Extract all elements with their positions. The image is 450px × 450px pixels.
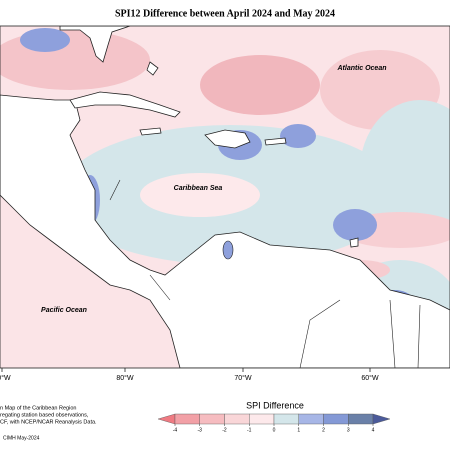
footnote-line: regating station based observations, [0,412,89,418]
colorbar-tick-label: 2 [322,427,325,433]
footnote-line: CF, with NCEP/NCAR Reanalysis Data. [0,419,97,425]
colorbar-bin [273,413,299,425]
colorbar-tick-label: 3 [347,427,350,433]
colorbar-tick-label: -2 [222,427,227,433]
colorbar-end [157,413,176,425]
longitude-label: 80°W [116,374,134,382]
region-label: Atlantic Ocean [336,65,386,72]
colorbar-bin [298,413,324,425]
region-label: Pacific Ocean [41,307,87,314]
colorbar-bin [323,413,349,425]
colorbar-bin [224,413,250,425]
colorbar-tick-label: 1 [297,427,300,433]
colorbar-tick-label: 0 [273,427,276,433]
map-frame [0,25,450,369]
colorbar-bin [199,413,225,425]
credit: CIMH May-2024 [3,435,40,441]
colorbar-end [372,413,391,425]
map-area [0,26,450,368]
colorbar-tick-label: -4 [173,427,178,433]
colorbar-tick-label: -3 [198,427,203,433]
colorbar-bin [348,413,374,425]
colorbar-tick-label: -1 [247,427,252,433]
colorbar-bin [174,413,200,425]
region-label: Caribbean Sea [174,185,223,192]
longitude-label: 70°W [234,374,252,382]
map-title: SPI12 Difference between April 2024 and … [115,8,335,19]
longitude-label: 60°W [361,374,379,382]
colorbar-bin [249,413,275,425]
footnote-line: n Map of the Caribbean Region [0,405,76,411]
legend-title: SPI Difference [246,400,304,410]
longitude-label: 90°W [0,374,11,382]
colorbar-tick-label: 4 [372,427,375,433]
